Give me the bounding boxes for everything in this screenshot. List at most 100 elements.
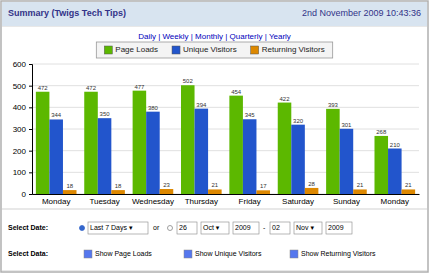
- y-tick-label: 500: [13, 82, 27, 91]
- data-label: 21: [357, 182, 364, 188]
- subtitle: 2nd November 2009 10:43:36: [302, 8, 421, 18]
- checkbox-label: Show Page Loads: [95, 250, 152, 258]
- date-field: 26: [179, 224, 187, 231]
- x-axis: MondayTuesdayWednesdayThursdayFridaySatu…: [33, 195, 420, 206]
- field-box: [270, 222, 290, 234]
- radio-button: [168, 226, 173, 231]
- y-tick: 0: [22, 190, 32, 199]
- field-box: [201, 222, 229, 234]
- checkbox-label: Show Returning Visitors: [301, 250, 376, 258]
- legend-box: [96, 42, 332, 58]
- y-tick-mark: [29, 107, 32, 108]
- legend: Page LoadsUnique VisitorsReturning Visit…: [96, 42, 332, 58]
- data-label: 320: [293, 118, 304, 124]
- data-label: 301: [341, 122, 352, 128]
- grid: [32, 64, 419, 194]
- field-box: [88, 222, 148, 234]
- data-label: 21: [405, 182, 412, 188]
- page: Summary (Twigs Tech Tips) 2nd November 20…: [0, 0, 429, 273]
- x-tick: Thursday: [185, 197, 218, 206]
- footer-panel: [2, 210, 427, 270]
- date-field: 2009: [328, 224, 344, 231]
- bar: [160, 189, 174, 194]
- data-label: 502: [183, 78, 194, 84]
- y-axis: 0100200300400500600: [13, 60, 33, 199]
- bar: [340, 129, 354, 194]
- legend-item: Returning Visitors: [251, 45, 325, 54]
- x-tick: Friday: [239, 197, 261, 206]
- data-label: 28: [308, 181, 315, 187]
- data-labels: 4724724775024544223932683443503803943453…: [38, 78, 413, 189]
- footer-text: -: [263, 224, 266, 231]
- field-box: [177, 222, 197, 234]
- x-tick-label: Friday: [239, 197, 261, 206]
- y-tick: 400: [13, 103, 32, 112]
- bar: [229, 96, 243, 194]
- data-label: 393: [328, 102, 339, 108]
- bar: [63, 190, 77, 194]
- bar: [133, 91, 147, 194]
- data-label: 345: [245, 112, 256, 118]
- grid-line: [32, 64, 419, 65]
- x-tick-label: Monday: [42, 197, 70, 206]
- bars: [36, 85, 415, 194]
- bar-series: [36, 85, 388, 194]
- bar: [243, 119, 257, 194]
- bar: [36, 92, 50, 194]
- annotations: Daily | Weekly | Monthly | Quarterly | Y…: [8, 32, 376, 258]
- legend-swatch: [104, 46, 112, 54]
- field-box: [233, 222, 259, 234]
- bar: [402, 189, 416, 194]
- bar: [111, 190, 125, 194]
- x-tick-label: Sunday: [333, 197, 360, 206]
- data-label: 18: [66, 183, 73, 189]
- title: Summary (Twigs Tech Tips): [8, 8, 126, 18]
- y-tick-label: 600: [13, 60, 27, 69]
- bar: [256, 190, 270, 194]
- x-tick: Wednesday: [132, 197, 174, 206]
- data-label: 268: [376, 129, 387, 135]
- bar: [208, 189, 222, 194]
- x-tick: Tuesday: [89, 197, 119, 206]
- x-tick: Monday: [381, 197, 409, 206]
- y-tick-mark: [29, 64, 32, 65]
- bar: [326, 109, 340, 194]
- checkbox: [290, 250, 298, 258]
- bar: [181, 85, 195, 194]
- x-tick-label: Tuesday: [89, 197, 119, 206]
- footer-text: or: [153, 224, 160, 231]
- y-tick-label: 400: [13, 103, 27, 112]
- y-axis-line: [29, 65, 33, 195]
- y-tick-mark: [29, 129, 32, 130]
- data-label: 344: [51, 112, 62, 118]
- y-tick-label: 200: [13, 147, 27, 156]
- y-tick: 200: [13, 147, 32, 156]
- legend-item: Unique Visitors: [172, 45, 237, 54]
- outer-border: [1, 1, 428, 272]
- bar: [49, 119, 63, 194]
- date-field: 2009: [235, 224, 251, 231]
- background: [0, 0, 429, 273]
- legend-swatch: [251, 46, 259, 54]
- header-bar: [2, 2, 427, 26]
- y-tick: 100: [13, 168, 32, 177]
- x-axis-line: [33, 194, 420, 195]
- bar: [98, 118, 112, 194]
- field-box: [326, 222, 352, 234]
- nav-links: Daily | Weekly | Monthly | Quarterly | Y…: [138, 32, 291, 41]
- y-tick-mark: [29, 86, 32, 87]
- data-label: 472: [86, 85, 97, 91]
- field-box: [294, 222, 322, 234]
- checkbox: [84, 250, 92, 258]
- date-field: 02: [272, 224, 280, 231]
- bar: [278, 103, 292, 194]
- footer-label: Select Data:: [8, 250, 48, 257]
- dropdown: Last 7 Days ▾: [90, 224, 133, 232]
- data-label: 18: [115, 183, 122, 189]
- y-tick-mark: [29, 194, 32, 195]
- x-tick-label: Monday: [381, 197, 409, 206]
- bar: [291, 125, 305, 194]
- y-tick-mark: [29, 172, 32, 173]
- data-label: 472: [38, 85, 49, 91]
- y-tick: 600: [13, 60, 32, 69]
